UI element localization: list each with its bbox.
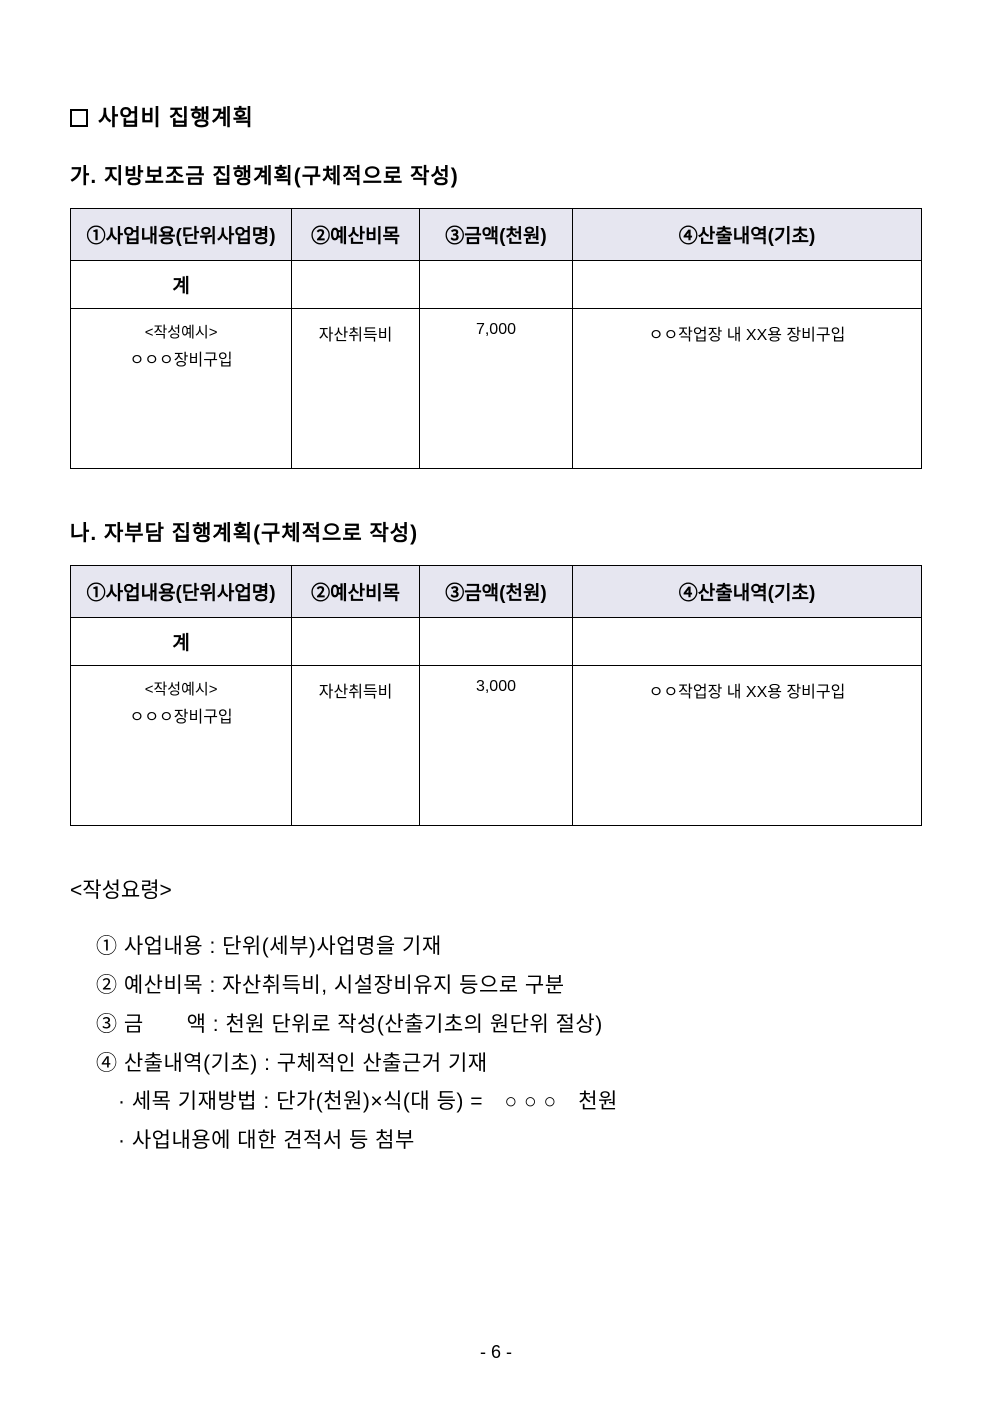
- table-a-header-col3: ③금액(천원): [419, 209, 572, 261]
- table-b-total-amount: [419, 618, 572, 666]
- table-a-example-basis: ㅇㅇ작업장 내 XX용 장비구입: [573, 309, 922, 469]
- table-b-total-label: 계: [71, 618, 292, 666]
- page-number: - 6 -: [0, 1342, 992, 1363]
- table-b-example-budget: 자산취득비: [292, 666, 420, 826]
- guide-list: ① 사업내용 : 단위(세부)사업명을 기재 ② 예산비목 : 자산취득비, 시…: [70, 928, 922, 1161]
- table-b-example-row: <작성예시> ㅇㅇㅇ장비구입 자산취득비 3,000 ㅇㅇ작업장 내 XX용 장…: [71, 666, 922, 826]
- table-a-total-amount: [419, 261, 572, 309]
- guide-item-3: ③ 금 액 : 천원 단위로 작성(산출기초의 원단위 절상): [96, 1006, 922, 1045]
- table-b-total-basis: [573, 618, 922, 666]
- guide-sub-1: · 세목 기재방법 : 단가(천원)×식(대 등) = ○ ○ ○ 천원: [96, 1083, 922, 1122]
- table-a-title: 가. 지방보조금 집행계획(구체적으로 작성): [70, 160, 922, 190]
- table-a-example-text: ㅇㅇㅇ장비구입: [130, 352, 233, 369]
- section-title-text: 사업비 집행계획: [98, 105, 254, 130]
- table-a-example-amount: 7,000: [419, 309, 572, 469]
- table-b-header-col4: ④산출내역(기초): [573, 566, 922, 618]
- table-a-total-basis: [573, 261, 922, 309]
- table-a-header-row: ①사업내용(단위사업명) ②예산비목 ③금액(천원) ④산출내역(기초): [71, 209, 922, 261]
- guide-title: <작성요령>: [70, 874, 922, 904]
- guide-item-4: ④ 산출내역(기초) : 구체적인 산출근거 기재: [96, 1045, 922, 1084]
- guide-item-1: ① 사업내용 : 단위(세부)사업명을 기재: [96, 928, 922, 967]
- guide-item-2: ② 예산비목 : 자산취득비, 시설장비유지 등으로 구분: [96, 967, 922, 1006]
- table-a-example-budget: 자산취득비: [292, 309, 420, 469]
- section-title: 사업비 집행계획: [70, 100, 922, 132]
- square-bullet-icon: [70, 109, 88, 127]
- table-a-example-label: <작성예시>: [77, 321, 285, 342]
- table-a-total-budget: [292, 261, 420, 309]
- table-a: ①사업내용(단위사업명) ②예산비목 ③금액(천원) ④산출내역(기초) 계 <…: [70, 208, 922, 469]
- table-b-example-label: <작성예시>: [77, 678, 285, 699]
- table-b-example-text: ㅇㅇㅇ장비구입: [130, 709, 233, 726]
- table-b-example-content: <작성예시> ㅇㅇㅇ장비구입: [71, 666, 292, 826]
- table-a-example-row: <작성예시> ㅇㅇㅇ장비구입 자산취득비 7,000 ㅇㅇ작업장 내 XX용 장…: [71, 309, 922, 469]
- guide-sub-2: · 사업내용에 대한 견적서 등 첨부: [96, 1122, 922, 1161]
- table-b-header-col1: ①사업내용(단위사업명): [71, 566, 292, 618]
- table-a-header-col4: ④산출내역(기초): [573, 209, 922, 261]
- table-b-header-col3: ③금액(천원): [419, 566, 572, 618]
- table-a-total-row: 계: [71, 261, 922, 309]
- table-b-total-row: 계: [71, 618, 922, 666]
- table-a-total-label: 계: [71, 261, 292, 309]
- table-b-header-col2: ②예산비목: [292, 566, 420, 618]
- table-b-header-row: ①사업내용(단위사업명) ②예산비목 ③금액(천원) ④산출내역(기초): [71, 566, 922, 618]
- table-a-header-col1: ①사업내용(단위사업명): [71, 209, 292, 261]
- table-a-example-content: <작성예시> ㅇㅇㅇ장비구입: [71, 309, 292, 469]
- table-b: ①사업내용(단위사업명) ②예산비목 ③금액(천원) ④산출내역(기초) 계 <…: [70, 565, 922, 826]
- table-b-example-amount: 3,000: [419, 666, 572, 826]
- table-b-example-basis: ㅇㅇ작업장 내 XX용 장비구입: [573, 666, 922, 826]
- table-b-total-budget: [292, 618, 420, 666]
- table-a-header-col2: ②예산비목: [292, 209, 420, 261]
- table-b-title: 나. 자부담 집행계획(구체적으로 작성): [70, 517, 922, 547]
